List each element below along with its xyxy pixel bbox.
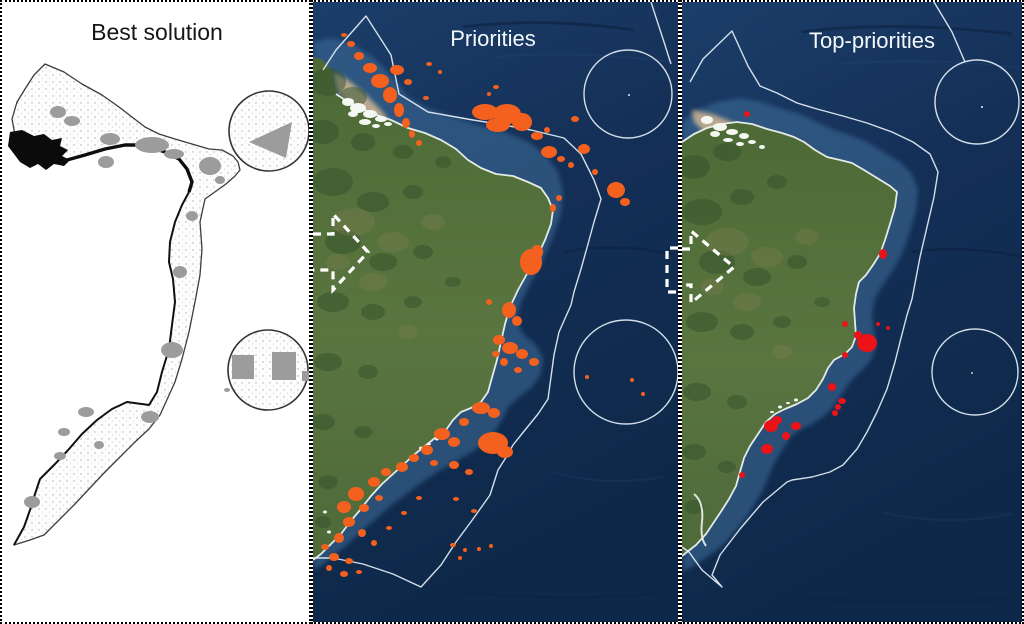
best-solution-patches <box>24 106 309 508</box>
priorities-map: Priorities <box>313 2 678 622</box>
panel-priorities: Priorities <box>311 0 680 624</box>
best-solution-map: Best solution <box>2 2 309 622</box>
trindade-inset-circle <box>573 319 678 425</box>
selected-area-triangle <box>249 122 292 158</box>
panel3-title: Top-priorities <box>809 28 935 53</box>
panel1-title: Best solution <box>91 19 223 45</box>
eez-boundary <box>682 2 1020 588</box>
noronha-inset-circle <box>934 59 1020 145</box>
bathymetry-texture <box>462 21 674 600</box>
trindade-inset-circle <box>931 328 1019 416</box>
top-priority-patches <box>739 111 890 478</box>
panel-best-solution: Best solution <box>0 0 311 624</box>
delta-islands <box>701 116 798 413</box>
landmass <box>313 57 553 560</box>
island-speck <box>981 106 983 108</box>
east-coastline <box>13 191 190 546</box>
panel-top-priorities: Top-priorities <box>680 0 1024 624</box>
bathymetry-texture <box>801 24 1022 604</box>
land-texture <box>313 68 461 528</box>
panel2-title: Priorities <box>450 26 536 51</box>
inset-circle-north <box>228 90 309 172</box>
coastline <box>682 121 898 557</box>
island-speck <box>628 94 630 96</box>
lagoon-outline <box>693 493 707 547</box>
amazon-delta-landmark <box>8 130 70 170</box>
priority-patches <box>321 33 645 577</box>
top-priorities-map: Top-priorities <box>682 2 1022 622</box>
dashed-arrow-icon <box>313 209 678 295</box>
delta-islands <box>323 98 439 534</box>
landmass <box>682 122 897 556</box>
dashed-arrow-icon <box>682 227 737 307</box>
noronha-inset-circle <box>583 49 673 139</box>
island-speck <box>971 372 973 374</box>
inset-circle-south <box>227 329 309 411</box>
land-texture-olive <box>326 208 445 339</box>
eez-boundary <box>313 2 678 588</box>
land-texture <box>682 143 830 514</box>
land-texture-olive <box>700 228 819 359</box>
